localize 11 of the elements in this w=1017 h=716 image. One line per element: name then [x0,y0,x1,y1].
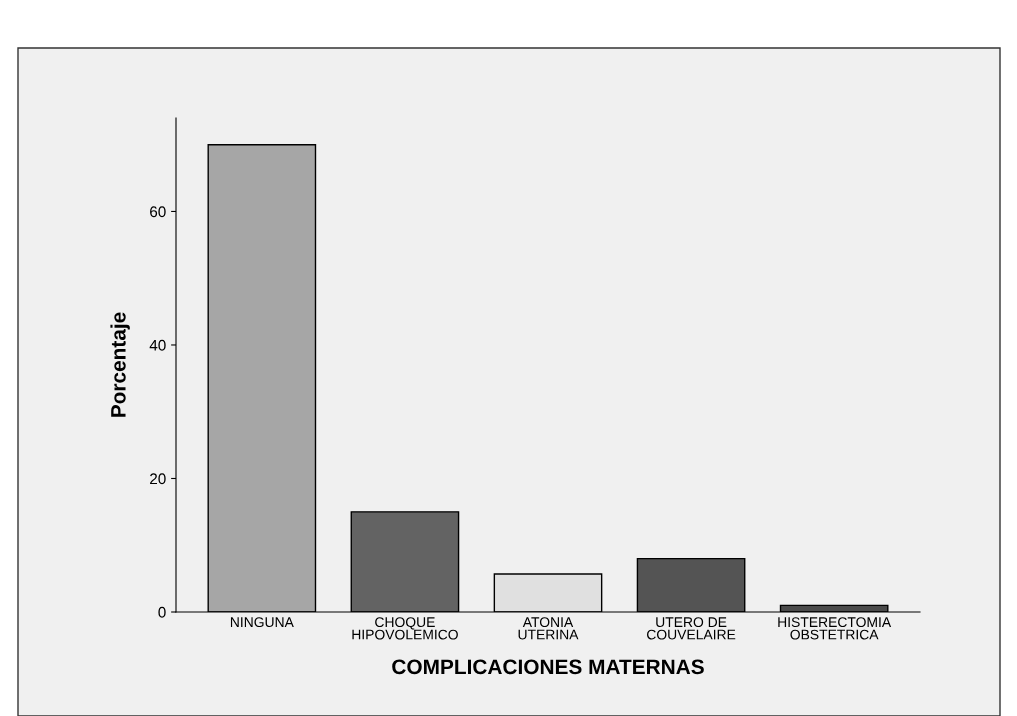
y-tick-label: 0 [158,606,166,618]
x-tick-label: UTERO DE COUVELAIRE [647,617,736,640]
y-tick-label: 60 [150,206,166,218]
y-tick-label: 40 [149,339,166,351]
x-tick-label: NINGUNA [230,617,294,628]
y-axis-title: Porcentaje [110,312,130,417]
y-tick-label: 20 [150,473,166,485]
x-axis-title: COMPLICACIONES MATERNAS [392,659,704,675]
x-tick-label: ATONIA UTERINA [518,617,579,640]
x-tick-label: HISTERECTOMIA OBSTETRICA [778,617,892,640]
x-tick-label: CHOQUE HIPOVOLEMICO [352,617,458,640]
